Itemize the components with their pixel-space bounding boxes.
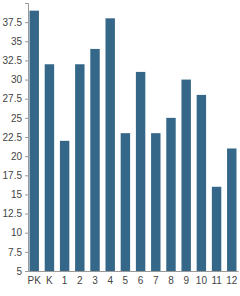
x-tick: 6 bbox=[138, 271, 144, 286]
x-axis: PKK123456789101112 bbox=[28, 271, 239, 286]
y-tick-label: 32.5 bbox=[3, 55, 23, 66]
y-tick-label: 37.5 bbox=[3, 17, 23, 28]
y-tick-mark bbox=[25, 22, 28, 23]
x-tick: 11 bbox=[211, 271, 222, 286]
x-tick: PK bbox=[28, 271, 42, 286]
y-tick-label: 20 bbox=[11, 151, 23, 162]
x-tick: 3 bbox=[92, 271, 98, 286]
x-tick-label: 4 bbox=[107, 275, 113, 286]
bar bbox=[90, 49, 99, 271]
bar bbox=[166, 118, 175, 271]
x-tick-label: 5 bbox=[123, 275, 129, 286]
x-tick-label: 12 bbox=[226, 275, 238, 286]
y-tick-mark bbox=[25, 80, 28, 81]
y-tick-mark bbox=[25, 194, 28, 195]
x-tick: 12 bbox=[226, 271, 238, 286]
x-tick-label: PK bbox=[28, 275, 42, 286]
y-tick: 30 bbox=[11, 74, 28, 85]
y-tick-mark bbox=[25, 233, 28, 234]
y-tick: 17.5 bbox=[3, 170, 28, 181]
bars bbox=[30, 11, 237, 271]
y-tick: 5 bbox=[16, 266, 28, 277]
plot: 57.51012.51517.52022.52527.53032.53537.5… bbox=[3, 4, 239, 287]
x-tick: 8 bbox=[168, 271, 174, 286]
chart: 57.51012.51517.52022.52527.53032.53537.5… bbox=[0, 0, 240, 296]
y-tick-mark bbox=[25, 137, 28, 138]
x-tick-label: 8 bbox=[168, 275, 174, 286]
bar bbox=[45, 64, 54, 271]
y-tick-label: 10 bbox=[11, 227, 23, 238]
y-tick: 20 bbox=[11, 151, 28, 162]
y-tick: 7.5 bbox=[8, 247, 28, 258]
y-axis-line bbox=[25, 4, 29, 272]
x-tick: 7 bbox=[153, 271, 159, 286]
x-tick-label: 1 bbox=[62, 275, 68, 286]
x-tick-label: 6 bbox=[138, 275, 144, 286]
x-axis-line bbox=[29, 271, 239, 272]
x-tick: 2 bbox=[77, 271, 83, 286]
x-tick: 5 bbox=[123, 271, 129, 286]
bar bbox=[75, 64, 84, 271]
x-tick-label: K bbox=[46, 275, 53, 286]
y-tick-mark bbox=[25, 99, 28, 100]
x-tick: 1 bbox=[62, 271, 68, 286]
x-tick-label: 3 bbox=[92, 275, 98, 286]
y-tick: 27.5 bbox=[3, 93, 28, 104]
bar bbox=[197, 95, 206, 271]
y-tick-label: 15 bbox=[11, 189, 23, 200]
bar bbox=[136, 72, 145, 271]
y-tick-label: 5 bbox=[16, 266, 22, 277]
bar bbox=[121, 133, 130, 271]
y-tick-mark bbox=[25, 175, 28, 176]
bar bbox=[105, 18, 114, 271]
x-tick: 10 bbox=[196, 271, 208, 286]
bar bbox=[212, 187, 221, 271]
y-tick-mark bbox=[25, 271, 28, 272]
y-tick-label: 12.5 bbox=[3, 208, 23, 219]
y-tick-mark bbox=[25, 252, 28, 253]
y-tick-mark bbox=[25, 41, 28, 42]
y-tick: 37.5 bbox=[3, 17, 28, 28]
y-tick: 10 bbox=[11, 227, 28, 238]
x-tick-label: 7 bbox=[153, 275, 159, 286]
y-tick-mark bbox=[25, 60, 28, 61]
x-tick-label: 9 bbox=[183, 275, 189, 286]
x-tick-label: 10 bbox=[196, 275, 208, 286]
y-tick-label: 17.5 bbox=[3, 170, 23, 181]
y-tick-label: 25 bbox=[11, 113, 23, 124]
y-tick: 35 bbox=[11, 36, 28, 47]
bar bbox=[227, 148, 236, 271]
x-tick: K bbox=[46, 271, 53, 286]
y-tick-label: 27.5 bbox=[3, 93, 23, 104]
y-tick-label: 7.5 bbox=[8, 247, 22, 258]
y-tick-label: 35 bbox=[11, 36, 23, 47]
y-tick-label: 22.5 bbox=[3, 132, 23, 143]
y-tick: 25 bbox=[11, 113, 28, 124]
bar bbox=[30, 11, 39, 271]
y-tick-mark bbox=[25, 156, 28, 157]
y-tick: 32.5 bbox=[3, 55, 28, 66]
y-tick-label: 30 bbox=[11, 74, 23, 85]
y-tick: 12.5 bbox=[3, 208, 28, 219]
bar bbox=[60, 141, 69, 271]
x-tick-label: 11 bbox=[211, 275, 222, 286]
y-tick: 22.5 bbox=[3, 132, 28, 143]
y-tick-mark bbox=[25, 214, 28, 215]
y-tick: 15 bbox=[11, 189, 28, 200]
y-tick-mark bbox=[25, 118, 28, 119]
y-axis: 5 7.5 10 12.5 15 17.5 20 22.5 25 27.5 30 32.5 35 37.5 bbox=[3, 4, 29, 277]
bar bbox=[151, 133, 160, 271]
bar bbox=[181, 80, 190, 271]
x-tick: 9 bbox=[183, 271, 189, 286]
x-tick-label: 2 bbox=[77, 275, 83, 286]
x-tick: 4 bbox=[107, 271, 113, 286]
